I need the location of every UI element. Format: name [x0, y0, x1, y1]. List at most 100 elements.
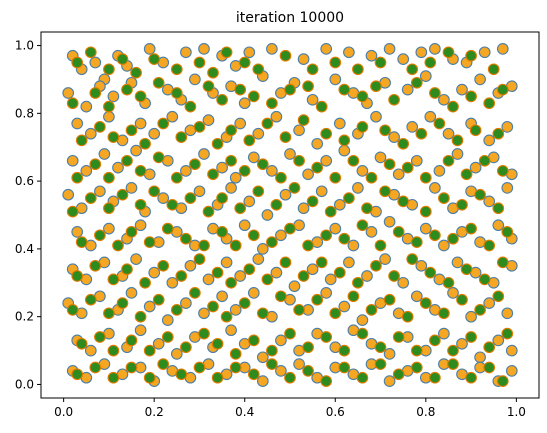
scatter-point-s1-177 [152, 293, 165, 306]
scatter-point-s0-8 [180, 46, 192, 59]
scatter-point-s0-168 [270, 266, 283, 279]
scatter-point-s1-74 [103, 171, 115, 184]
scatter-point-s1-163 [352, 276, 364, 289]
scatter-point-s1-208 [266, 344, 278, 357]
scatter-point-s1-216 [410, 344, 423, 357]
x-tick-label: 0.2 [145, 405, 164, 419]
scatter-point-s0-192 [229, 304, 242, 316]
scatter-point-s1-153 [175, 270, 188, 282]
scatter-point-s1-236 [320, 375, 333, 387]
scatter-point-s1-122 [75, 236, 88, 248]
scatter-point-s1-182 [238, 297, 251, 309]
scatter-point-s0-37 [238, 97, 251, 110]
scatter-point-s1-188 [347, 290, 360, 303]
scatter-point-s0-169 [288, 280, 301, 293]
scatter-point-s0-92 [302, 168, 314, 181]
scatter-point-s1-139 [374, 239, 387, 252]
scatter-point-s1-15 [352, 63, 364, 76]
scatter-point-s1-107 [234, 202, 247, 215]
scatter-point-s0-76 [483, 134, 496, 147]
scatter-point-s0-150 [419, 222, 432, 235]
scatter-point-s1-212 [338, 344, 351, 357]
scatter-point-s1-3 [116, 53, 129, 65]
scatter-point-s1-146 [501, 226, 514, 238]
scatter-point-s0-197 [320, 287, 333, 299]
scatter-point-s1-29 [184, 100, 197, 113]
scatter-point-s0-252 [383, 375, 396, 387]
scatter-point-s1-207 [247, 334, 260, 347]
scatter-point-s0-97 [392, 168, 405, 181]
scatter-point-s1-50 [107, 131, 120, 143]
scatter-point-s1-35 [284, 83, 296, 96]
scatter-point-s0-74 [442, 127, 455, 140]
scatter-point-s0-176 [415, 259, 428, 272]
scatter-point-s1-104 [184, 192, 197, 204]
scatter-point-s0-142 [275, 229, 287, 242]
scatter-point-s0-160 [130, 253, 142, 265]
scatter-point-s1-246 [496, 375, 509, 387]
y-tick-label: 0.0 [15, 377, 34, 391]
scatter-point-s1-5 [148, 53, 161, 65]
y-tick-label: 0.8 [15, 106, 34, 120]
scatter-point-s1-170 [478, 273, 491, 286]
scatter-point-s0-204 [447, 287, 459, 299]
scatter-point-s1-91 [401, 161, 414, 174]
scatter-point-s0-165 [220, 256, 233, 269]
scatter-point-s1-244 [465, 371, 477, 384]
scatter-point-s0-229 [438, 327, 450, 340]
scatter-point-s1-98 [84, 192, 97, 204]
scatter-point-s0-72 [406, 121, 419, 133]
scatter-point-s0-120 [333, 198, 346, 211]
scatter-point-s0-147 [365, 226, 378, 238]
scatter-point-s0-119 [315, 185, 328, 198]
scatter-point-s1-57 [225, 124, 237, 137]
scatter-point-s1-100 [116, 188, 129, 201]
scatter-point-s1-243 [447, 358, 459, 370]
scatter-point-s0-13 [266, 43, 278, 55]
scatter-point-s1-47 [496, 83, 509, 96]
scatter-point-s0-94 [338, 144, 351, 157]
scatter-point-s0-220 [275, 334, 287, 347]
scatter-point-s0-6 [143, 43, 156, 55]
scatter-point-s1-125 [125, 226, 138, 238]
scatter-point-s1-28 [170, 87, 183, 99]
scatter-point-s1-77 [152, 151, 165, 164]
scatter-point-s1-194 [456, 293, 468, 306]
scatter-point-s1-209 [284, 327, 296, 340]
scatter-point-s0-112 [193, 185, 206, 198]
scatter-point-s0-61 [202, 114, 215, 126]
scatter-point-s1-66 [397, 137, 410, 150]
scatter-point-s1-138 [356, 219, 369, 232]
scatter-point-s1-44 [447, 100, 459, 113]
scatter-point-s0-57 [134, 117, 147, 130]
scatter-point-s1-242 [429, 371, 441, 384]
scatter-point-s1-82 [238, 165, 251, 177]
scatter-point-s0-114 [225, 182, 237, 194]
scatter-point-s0-50 [474, 73, 486, 86]
scatter-point-s1-239 [374, 358, 387, 370]
scatter-point-s0-19 [397, 53, 410, 65]
scatter-point-s0-187 [143, 300, 156, 313]
scatter-point-s1-31 [216, 93, 228, 106]
scatter-point-s1-203 [180, 341, 192, 354]
scatter-point-s1-51 [125, 124, 138, 137]
scatter-point-s1-13 [306, 63, 319, 76]
scatter-point-s1-53 [157, 117, 170, 130]
scatter-point-s1-179 [189, 287, 201, 299]
scatter-point-s1-145 [483, 239, 496, 252]
scatter-point-s1-228 [175, 368, 188, 381]
scatter-point-s0-96 [374, 151, 387, 164]
scatter-point-s1-43 [429, 87, 441, 99]
scatter-point-s1-134 [284, 222, 296, 235]
scatter-point-s0-48 [438, 93, 450, 106]
scatter-point-s0-89 [247, 151, 260, 164]
scatter-point-s1-55 [193, 121, 206, 133]
scatter-point-s1-165 [388, 270, 400, 282]
scatter-point-s1-46 [483, 97, 496, 110]
scatter-point-s1-174 [103, 307, 115, 320]
scatter-point-s1-0 [71, 56, 84, 69]
scatter-point-s1-224 [107, 371, 120, 384]
scatter-point-s1-8 [207, 66, 219, 79]
y-tick-label: 0.6 [15, 174, 34, 188]
scatter-point-s1-232 [247, 368, 260, 381]
